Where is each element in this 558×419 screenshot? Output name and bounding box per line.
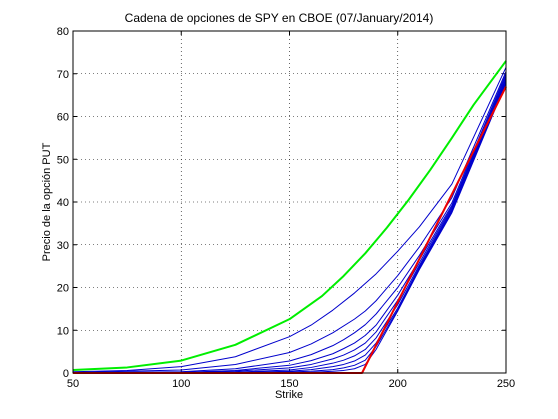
y-tick-label: 30 bbox=[57, 240, 69, 252]
axis-ticks: 50 100 150 200 250 0 10 20 30 40 50 60 70 80 bbox=[57, 26, 515, 390]
series-line-8 bbox=[72, 82, 507, 374]
plot-border bbox=[72, 30, 507, 374]
chart-title: Cadena de opciones de SPY en CBOE (07/Ja… bbox=[125, 11, 434, 25]
y-tick-label: 0 bbox=[63, 368, 69, 380]
series-line-7 bbox=[72, 80, 507, 374]
x-tick-label: 250 bbox=[497, 378, 515, 390]
series-line-1 bbox=[72, 67, 507, 373]
x-axis-title: Strike bbox=[275, 389, 303, 401]
y-tick-label: 10 bbox=[57, 325, 69, 337]
y-tick-label: 70 bbox=[57, 69, 69, 81]
y-axis-title: Precio de la opción PUT bbox=[41, 142, 53, 261]
y-tick-label: 40 bbox=[57, 197, 69, 209]
series-line-2 bbox=[72, 71, 507, 374]
series-line-6 bbox=[72, 79, 507, 374]
x-tick-label: 50 bbox=[67, 378, 79, 390]
series-line-5 bbox=[72, 77, 507, 374]
y-tick-label: 20 bbox=[57, 283, 69, 295]
y-tick-label: 80 bbox=[57, 26, 69, 38]
y-tick-label: 50 bbox=[57, 154, 69, 166]
x-tick-label: 200 bbox=[389, 378, 407, 390]
grid bbox=[73, 31, 506, 373]
y-tick-label: 60 bbox=[57, 112, 69, 124]
x-tick-label: 100 bbox=[172, 378, 190, 390]
series-line-0 bbox=[72, 60, 507, 372]
x-tick-label: 150 bbox=[280, 378, 298, 390]
series-line-3 bbox=[72, 73, 507, 374]
